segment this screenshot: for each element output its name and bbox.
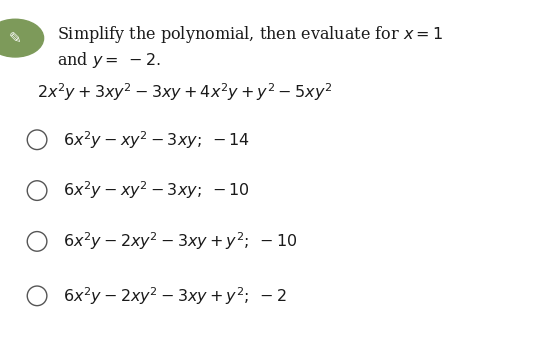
Text: $2x^2y + 3xy^2 - 3xy + 4x^2y + y^2 - 5xy^2$: $2x^2y + 3xy^2 - 3xy + 4x^2y + y^2 - 5xy…: [37, 82, 332, 103]
Text: and $y =\; -2.$: and $y =\; -2.$: [57, 50, 161, 70]
Text: ✎: ✎: [9, 30, 22, 46]
Text: $6x^2y - xy^2 - 3xy;\; -14$: $6x^2y - xy^2 - 3xy;\; -14$: [63, 129, 250, 151]
Text: $6x^2y - xy^2 - 3xy;\; -10$: $6x^2y - xy^2 - 3xy;\; -10$: [63, 180, 250, 201]
Text: $6x^2y - 2xy^2 - 3xy + y^2;\; -2$: $6x^2y - 2xy^2 - 3xy + y^2;\; -2$: [63, 285, 286, 307]
Text: Simplify the polynomial, then evaluate for $x = 1$: Simplify the polynomial, then evaluate f…: [57, 24, 443, 45]
Text: $6x^2y - 2xy^2 - 3xy + y^2;\; -10$: $6x^2y - 2xy^2 - 3xy + y^2;\; -10$: [63, 231, 297, 252]
Circle shape: [0, 19, 44, 57]
